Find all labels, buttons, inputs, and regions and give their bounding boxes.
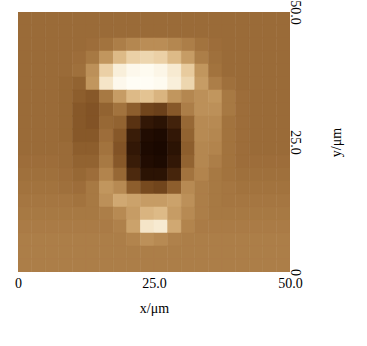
svg-text:y/μm: y/μm <box>329 128 344 157</box>
svg-text:x/μm: x/μm <box>140 301 169 316</box>
svg-text:25.0: 25.0 <box>142 276 167 291</box>
svg-text:0: 0 <box>288 269 303 276</box>
svg-text:25.0: 25.0 <box>288 130 303 155</box>
svg-text:50.0: 50.0 <box>278 276 303 291</box>
svg-text:50.0: 50.0 <box>288 0 303 25</box>
svg-text:0: 0 <box>15 276 22 291</box>
